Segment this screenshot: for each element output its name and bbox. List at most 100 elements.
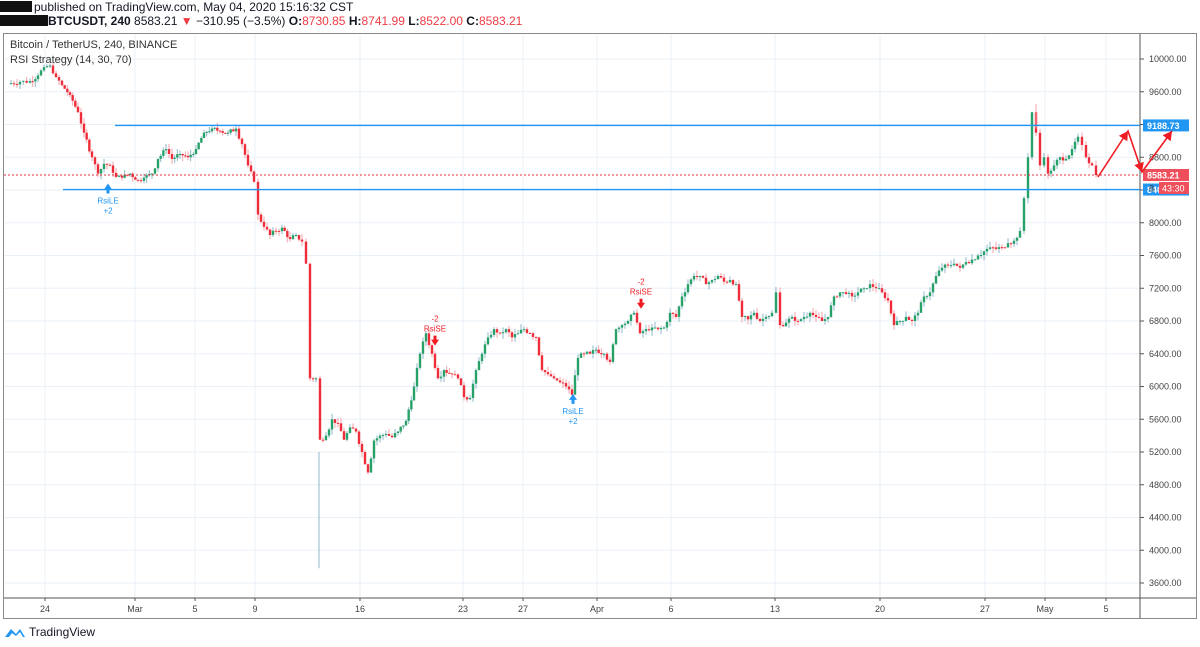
candle-body <box>883 292 887 299</box>
candle-body <box>537 337 541 356</box>
candle-body <box>327 429 331 436</box>
candle-body <box>719 275 723 278</box>
candle-body <box>752 312 756 316</box>
candle-body <box>345 432 349 440</box>
candle-body <box>755 312 759 319</box>
candle-body <box>85 132 88 140</box>
time-tick-label: 5 <box>1103 604 1108 614</box>
candle-body <box>76 106 80 113</box>
candle-body <box>1003 247 1007 249</box>
open-label: O: <box>288 14 303 28</box>
candle-body <box>844 292 848 294</box>
signal-label: RsiLE <box>562 407 583 416</box>
candle-body <box>740 300 744 317</box>
candle-body <box>710 280 714 283</box>
redacted-author <box>0 1 32 12</box>
candle-body <box>976 255 980 260</box>
candle-body <box>701 275 705 278</box>
time-tick-label: May <box>1036 604 1054 614</box>
candle-body <box>105 163 109 165</box>
candle-body <box>665 321 669 328</box>
candle-body <box>498 332 502 334</box>
candle-body <box>638 322 642 334</box>
candle-body <box>216 127 219 131</box>
candle-body <box>597 349 600 354</box>
candle-body <box>781 325 785 327</box>
candle-body <box>704 277 708 285</box>
candle-body <box>378 435 382 439</box>
arrowhead-icon <box>1118 131 1128 142</box>
candle-body <box>1090 163 1094 166</box>
candle-body <box>372 440 376 459</box>
candle-body <box>15 84 19 86</box>
candle-body <box>181 153 184 156</box>
buy-arrow-icon <box>569 393 577 404</box>
time-tick-label: 5 <box>192 604 197 614</box>
candle-body <box>1018 230 1022 238</box>
candle-body <box>197 142 200 150</box>
annotation-arrow-path[interactable] <box>1097 129 1173 178</box>
countdown-text: 43:30 <box>1162 183 1185 193</box>
candle-body <box>167 149 171 154</box>
candle-body <box>576 357 580 376</box>
candle-body <box>390 435 394 438</box>
candle-body <box>588 351 592 354</box>
candle-body <box>442 370 446 377</box>
indicator-title[interactable]: RSI Strategy (14, 30, 70) <box>10 54 132 66</box>
candle-body <box>692 275 696 280</box>
candle-body <box>880 288 884 293</box>
candle-body <box>286 230 289 238</box>
candle-body <box>74 100 77 107</box>
candle-body <box>1042 157 1046 166</box>
candle-body <box>549 374 553 377</box>
time-tick-label: Mar <box>127 604 143 614</box>
candle-body <box>650 327 654 331</box>
candle-body <box>424 333 428 342</box>
candle-body <box>159 155 162 159</box>
candle-body <box>262 221 266 227</box>
candle-body <box>931 283 935 293</box>
candle-body <box>218 130 222 132</box>
candle-body <box>594 349 598 351</box>
candle-body <box>644 329 648 332</box>
candle-body <box>722 277 726 282</box>
candle-body <box>99 169 103 174</box>
candle-body <box>784 322 788 327</box>
price-tick-label: 6000.00 <box>1149 382 1182 392</box>
candle-body <box>725 281 729 283</box>
candle-body <box>770 312 774 317</box>
candle-body <box>874 286 878 289</box>
candle-body <box>582 353 586 355</box>
candle-body <box>324 435 328 441</box>
candle-body <box>357 431 361 444</box>
candle-body <box>680 296 684 307</box>
candle-body <box>600 353 603 355</box>
candle-body <box>982 251 986 255</box>
candle-body <box>623 323 627 326</box>
candle-body <box>871 284 875 287</box>
candle-body <box>856 292 860 296</box>
candle-body <box>342 431 346 440</box>
chart-frame[interactable] <box>3 33 1197 619</box>
candle-body <box>808 312 812 317</box>
candle-body <box>1087 157 1091 164</box>
candle-body <box>811 312 815 315</box>
candle-body <box>925 296 929 298</box>
candle-body <box>66 88 69 93</box>
candle-body <box>468 397 472 400</box>
candle-body <box>336 422 340 424</box>
candle-body <box>1067 155 1071 159</box>
candle-body <box>459 378 463 386</box>
candle-body <box>886 298 890 301</box>
candle-body <box>387 433 391 436</box>
candle-body <box>835 296 839 298</box>
candle-body <box>1064 158 1068 161</box>
signal-qty: -2 <box>637 278 645 287</box>
candle-body <box>314 378 318 380</box>
candle-body <box>1052 165 1056 171</box>
candle-body <box>558 380 562 383</box>
candle-body <box>234 128 238 132</box>
candle-body <box>418 353 422 368</box>
candle-body <box>54 73 58 78</box>
